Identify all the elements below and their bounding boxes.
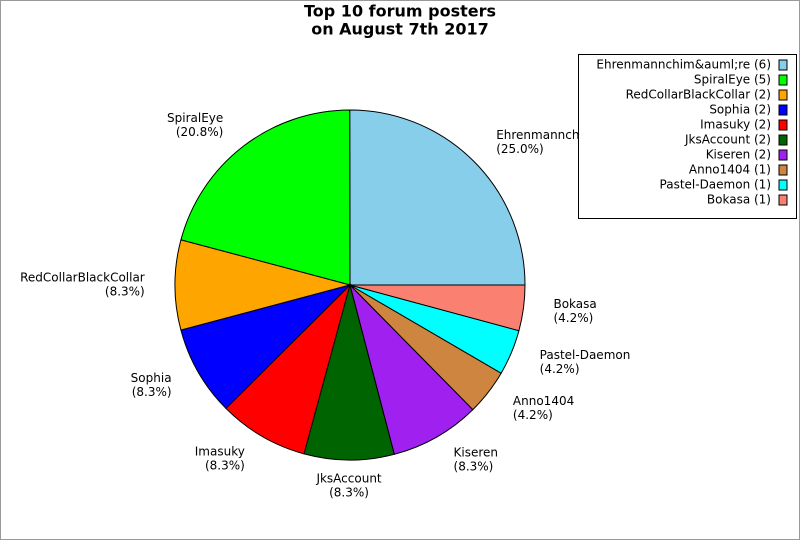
legend-label: Bokasa (1) xyxy=(707,193,771,207)
slice-label: Pastel-Daemon xyxy=(540,348,631,362)
legend-label: Sophia (2) xyxy=(709,103,771,117)
pie-slice xyxy=(349,284,526,332)
legend-swatch xyxy=(778,104,788,116)
legend-label: JksAccount (2) xyxy=(684,133,771,147)
legend-swatch xyxy=(778,89,788,101)
pie-slice xyxy=(349,109,526,286)
legend-label: Pastel-Daemon (1) xyxy=(660,178,771,192)
legend-swatch xyxy=(778,149,788,161)
slice-value-label: (8.3%) xyxy=(105,285,145,299)
pie-slice xyxy=(349,283,474,455)
legend-swatch xyxy=(778,119,788,131)
slice-value-label: (25.0%) xyxy=(496,142,543,156)
legend-swatch xyxy=(778,164,788,176)
slice-label: Imasuky xyxy=(195,444,245,458)
slice-value-label: (20.8%) xyxy=(176,125,223,139)
slice-label: JksAccount xyxy=(315,472,381,486)
slice-label: Kiseren xyxy=(454,445,499,459)
legend-swatch xyxy=(778,59,788,71)
legend-label: SpiralEye (5) xyxy=(694,73,771,87)
legend-swatch xyxy=(778,194,788,206)
legend-swatch xyxy=(778,179,788,191)
slice-label: Ehrenmannchim xyxy=(496,128,594,142)
slice-value-label: (8.3%) xyxy=(454,459,494,473)
legend-label: Ehrenmannchim&auml;re (6) xyxy=(596,58,771,72)
slice-value-label: (4.2%) xyxy=(513,408,553,422)
legend-swatch xyxy=(778,74,788,86)
pie-slice xyxy=(225,283,351,455)
legend: Ehrenmannchim&auml;re (6)SpiralEye (5)Re… xyxy=(578,54,797,219)
legend-swatch xyxy=(778,134,788,146)
slice-label: RedCollarBlackCollar xyxy=(20,271,145,285)
chart-title: Top 10 forum posters xyxy=(304,2,496,21)
slice-value-label: (4.2%) xyxy=(553,311,593,325)
pie: Ehrenmannchim(25.0%) SpiralEye(20.8%) RedC… xyxy=(20,109,631,500)
slice-value-label: (4.2%) xyxy=(540,362,580,376)
legend-label: Imasuky (2) xyxy=(700,118,771,132)
legend-label: Anno1404 (1) xyxy=(689,163,771,177)
legend-label: RedCollarBlackCollar (2) xyxy=(626,88,771,102)
chart-title: on August 7th 2017 xyxy=(311,20,489,39)
slice-value-label: (8.3%) xyxy=(132,385,172,399)
pie-slice xyxy=(180,284,352,410)
slice-value-label: (8.3%) xyxy=(329,486,369,500)
slice-label: Sophia xyxy=(131,371,172,385)
slice-label: Bokasa xyxy=(553,297,596,311)
legend-label: Kiseren (2) xyxy=(706,148,771,162)
legend-box xyxy=(578,54,797,219)
slice-label: Anno1404 xyxy=(513,394,574,408)
pie-slice xyxy=(174,239,352,331)
pie-slice xyxy=(303,283,395,461)
pie-slice xyxy=(180,109,351,286)
slice-value-label: (8.3%) xyxy=(205,458,245,472)
slice-label: SpiralEye xyxy=(167,111,223,125)
